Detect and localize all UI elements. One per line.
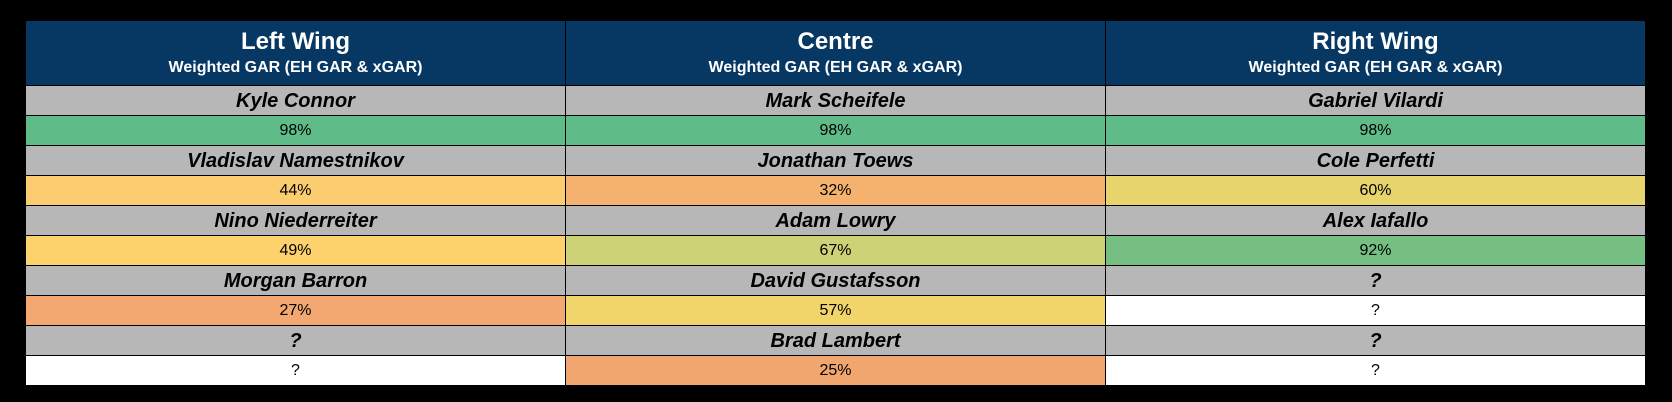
- player-value: ?: [1106, 295, 1645, 325]
- player-name: Jonathan Toews: [566, 145, 1105, 175]
- metric-subtitle: Weighted GAR (EH GAR & xGAR): [708, 59, 963, 76]
- player-name: Alex Iafallo: [1106, 205, 1645, 235]
- position-column: Centre Weighted GAR (EH GAR & xGAR) Mark S…: [565, 21, 1105, 385]
- player-value: 44%: [26, 175, 565, 205]
- player-value: 98%: [26, 115, 565, 145]
- metric-subtitle: Weighted GAR (EH GAR & xGAR): [168, 59, 423, 76]
- player-name: Adam Lowry: [566, 205, 1105, 235]
- player-name: ?: [1106, 325, 1645, 355]
- depth-chart-table: Left Wing Weighted GAR (EH GAR & xGAR) Kyl…: [26, 21, 1645, 385]
- player-name: Gabriel Vilardi: [1106, 85, 1645, 115]
- column-header: Right Wing Weighted GAR (EH GAR & xGAR): [1106, 21, 1645, 85]
- player-name: David Gustafsson: [566, 265, 1105, 295]
- player-name: Mark Scheifele: [566, 85, 1105, 115]
- position-title: Centre: [797, 28, 874, 55]
- player-value: 32%: [566, 175, 1105, 205]
- player-value: 60%: [1106, 175, 1645, 205]
- player-name: ?: [26, 325, 565, 355]
- player-value: ?: [26, 355, 565, 385]
- player-value: 67%: [566, 235, 1105, 265]
- metric-subtitle: Weighted GAR (EH GAR & xGAR): [1248, 59, 1503, 76]
- player-name: Kyle Connor: [26, 85, 565, 115]
- player-name: Brad Lambert: [566, 325, 1105, 355]
- player-name: Cole Perfetti: [1106, 145, 1645, 175]
- player-name: Morgan Barron: [26, 265, 565, 295]
- player-value: 92%: [1106, 235, 1645, 265]
- player-name: Vladislav Namestnikov: [26, 145, 565, 175]
- position-column: Right Wing Weighted GAR (EH GAR & xGAR) Ga…: [1105, 21, 1645, 385]
- player-name: ?: [1106, 265, 1645, 295]
- player-value: ?: [1106, 355, 1645, 385]
- position-title: Right Wing: [1312, 28, 1439, 55]
- player-value: 49%: [26, 235, 565, 265]
- player-value: 27%: [26, 295, 565, 325]
- player-value: 57%: [566, 295, 1105, 325]
- player-value: 98%: [566, 115, 1105, 145]
- position-title: Left Wing: [240, 28, 351, 55]
- column-header: Centre Weighted GAR (EH GAR & xGAR): [566, 21, 1105, 85]
- player-value: 25%: [566, 355, 1105, 385]
- column-header: Left Wing Weighted GAR (EH GAR & xGAR): [26, 21, 565, 85]
- player-value: 98%: [1106, 115, 1645, 145]
- player-name: Nino Niederreiter: [26, 205, 565, 235]
- position-column: Left Wing Weighted GAR (EH GAR & xGAR) Kyl…: [26, 21, 565, 385]
